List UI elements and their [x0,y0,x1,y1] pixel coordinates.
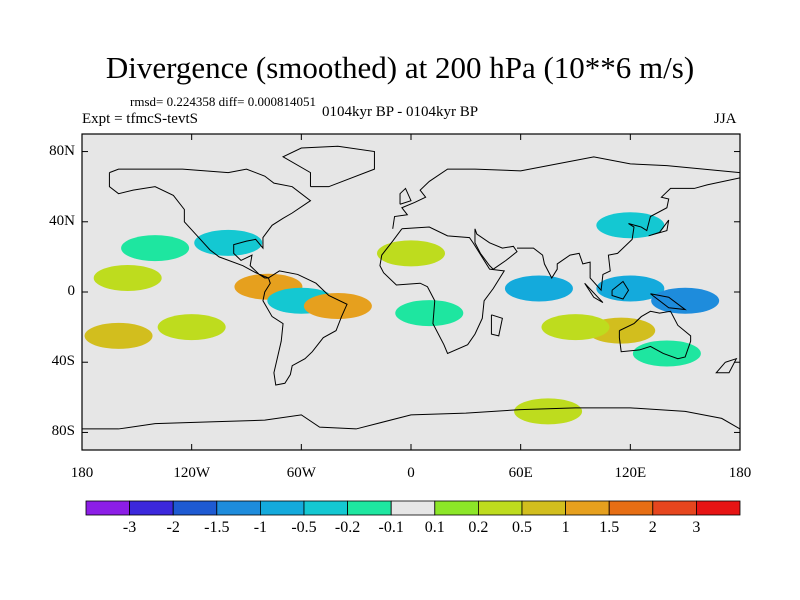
y-tick-label: 40S [51,353,75,370]
colorbar-label: 0.1 [424,519,445,536]
field-feature [84,322,153,349]
x-tick-label: 60E [508,465,533,481]
colorbar-swatch [347,500,392,516]
y-tick-label: 80N [49,142,75,159]
colorbar-swatch [477,500,523,516]
coastline [715,357,738,374]
colorbar [85,500,741,516]
x-tick-label: 180 [70,465,94,481]
colorbar-label: 0.5 [512,519,532,536]
coastline [82,407,740,430]
coastline [262,270,348,386]
colorbar-label: -0.2 [334,519,361,536]
field-feature [93,264,162,291]
x-tick-label: 0 [407,465,415,481]
season-label: JJA [714,111,737,127]
colorbar-label: -1.5 [204,519,230,536]
field-feature [377,240,445,267]
x-tick-label: 120W [173,465,210,481]
field-feature [632,340,701,367]
field-feature [395,300,464,327]
colorbar-label: -2 [166,519,180,536]
coastline [379,226,506,355]
axis-ticks [81,134,741,450]
period-label: 0104kyr BP - 0104kyr BP [322,104,479,120]
coastline [399,187,412,205]
field-feature [541,314,610,341]
coastlines [82,145,740,430]
colorbar-swatch [216,500,261,516]
map-area [82,134,740,450]
colorbar-label: -1 [253,519,268,536]
colorbar-swatch [303,500,348,516]
field-feature [514,398,583,425]
y-tick-label: 40N [49,212,75,229]
colorbar-label: 1 [561,519,570,536]
colorbar-label: 1.5 [599,519,620,536]
field-feature [121,235,190,262]
coastline [474,228,518,270]
coastline [517,177,740,292]
colorbar-swatch [390,500,436,516]
x-tick-label: 60W [286,465,316,481]
map-title: Divergence (smoothed) at 200 hPa (10**6 … [105,50,695,85]
field-feature [504,275,573,302]
colorbar-swatch [521,500,566,516]
coastline [584,282,604,303]
colorbar-swatch [172,500,218,516]
colorbar-swatch [608,500,654,516]
colorbar-label: -0.5 [291,519,317,536]
field-feature [596,275,665,302]
coastline [108,168,312,279]
coastline [611,280,630,300]
colorbar-swatch [696,500,741,516]
colorbar-swatch [434,500,479,516]
colorbar-swatch [129,500,174,516]
field-feature [303,293,372,320]
colorbar-label: -3 [122,519,137,536]
x-tick-label: 180 [728,465,752,481]
y-tick-label: 80S [51,423,75,440]
experiment-label: Expt = tfmcS-tevtS [82,111,198,127]
field-feature [194,229,263,256]
coastline [281,145,375,188]
field-feature [157,314,226,341]
stats-label: rmsd= 0.224358 diff= 0.000814051 [130,94,316,109]
coastline [618,310,692,360]
coastline [490,314,503,337]
colorbar-swatch [565,500,610,516]
coastline [648,219,670,237]
coastline [650,293,687,311]
divergence-field [84,212,720,425]
colorbar-label: 3 [692,519,701,536]
x-tick-label: 120E [614,465,647,481]
colorbar-label: 0.2 [468,519,489,536]
colorbar-label: -0.1 [378,519,404,536]
y-tick-label: 0 [67,283,76,299]
colorbar-label: 2 [648,519,657,536]
coastline [392,156,740,229]
colorbar-swatch [259,500,305,516]
colorbar-swatch [652,500,697,516]
colorbar-swatch [85,500,130,516]
